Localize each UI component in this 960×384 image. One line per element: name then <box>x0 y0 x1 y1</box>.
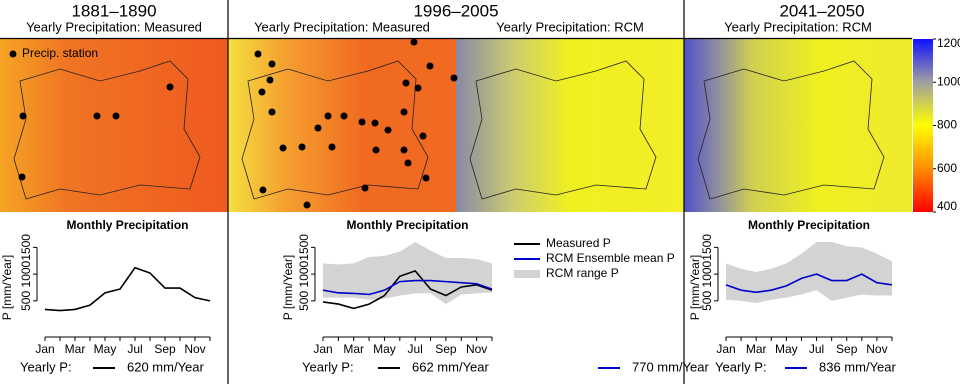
colorbar-tick-label: 800 <box>937 118 957 132</box>
stations <box>9 38 458 209</box>
map <box>0 39 228 212</box>
colorbar-tick-label: 600 <box>937 161 957 175</box>
footer-value: 662 mm/Year <box>412 359 490 374</box>
footer-label: Yearly P: <box>715 359 767 374</box>
x-tick-label: Sep <box>435 342 457 356</box>
x-tick-label: Sep <box>836 342 858 356</box>
colorbar-tick-label: 1200 <box>937 36 960 50</box>
y-tick-label: 500 <box>19 291 33 311</box>
y-tick-label: 1500 <box>297 234 311 261</box>
colorbar-tick-label: 400 <box>937 199 957 213</box>
maps: Precip. station <box>0 38 912 212</box>
chart-title: Monthly Precipitation <box>346 218 468 232</box>
y-tick-label: 1000 <box>297 260 311 287</box>
footer-value: 770 mm/Year <box>632 359 710 374</box>
x-tick-label: May <box>775 342 798 356</box>
map-subtitle: Yearly Precipitation: RCM <box>724 19 872 34</box>
x-tick-label: May <box>94 342 117 356</box>
y-tick-label: 1000 <box>700 260 714 287</box>
map-subtitle: Yearly Precipitation: Measured <box>254 19 430 34</box>
map <box>228 39 456 212</box>
x-tick-label: Jul <box>127 342 142 356</box>
chart-title: Monthly Precipitation <box>748 218 870 232</box>
colorbar <box>913 39 933 212</box>
series-line <box>322 279 493 296</box>
map-legend: Precip. station <box>22 46 98 60</box>
map <box>684 39 912 212</box>
y-axis-label: P [mm/Year] <box>0 255 14 320</box>
legend-label: Measured P <box>546 236 611 250</box>
footer-label: Yearly P: <box>302 359 354 374</box>
x-tick-label: Sep <box>154 342 176 356</box>
footer-label: Yearly P: <box>20 359 72 374</box>
period: 2041–2050 <box>779 1 864 20</box>
y-tick-label: 1500 <box>700 234 714 261</box>
map-subtitle: Yearly Precipitation: Measured <box>26 19 202 34</box>
map-subtitle: Yearly Precipitation: RCM <box>496 19 644 34</box>
legend-label: RCM range P <box>546 266 619 280</box>
x-tick-label: Nov <box>466 342 487 356</box>
y-tick-label: 500 <box>297 291 311 311</box>
series-line <box>725 273 893 294</box>
x-tick-label: Nov <box>184 342 205 356</box>
footer-value: 620 mm/Year <box>127 359 205 374</box>
x-tick-label: Mar <box>746 342 767 356</box>
map <box>456 39 684 212</box>
y-axis-label: P [mm/Year] <box>688 255 702 320</box>
chart-title: Monthly Precipitation <box>66 218 188 232</box>
period: 1996–2005 <box>413 1 498 20</box>
y-axis-label: P [mm/Year] <box>281 255 295 320</box>
x-tick-label: Jul <box>809 342 824 356</box>
y-tick-label: 1500 <box>19 234 33 261</box>
lower-area <box>0 212 960 384</box>
footer-value: 836 mm/Year <box>819 359 897 374</box>
series-line <box>44 266 211 312</box>
series-line <box>322 269 493 310</box>
y-tick-label: 500 <box>700 291 714 311</box>
x-tick-label: Jan <box>716 342 735 356</box>
x-tick-label: Mar <box>343 342 364 356</box>
x-tick-label: Jul <box>408 342 423 356</box>
x-tick-label: May <box>373 342 396 356</box>
legend-label: RCM Ensemble mean P <box>546 251 675 265</box>
period: 1881–1890 <box>71 1 156 20</box>
x-tick-label: Jan <box>35 342 54 356</box>
range-area <box>726 242 892 304</box>
y-tick-label: 1000 <box>19 260 33 287</box>
x-tick-label: Mar <box>65 342 86 356</box>
x-tick-label: Nov <box>866 342 887 356</box>
colorbar-tick-label: 1000 <box>937 74 960 88</box>
x-tick-label: Jan <box>313 342 332 356</box>
